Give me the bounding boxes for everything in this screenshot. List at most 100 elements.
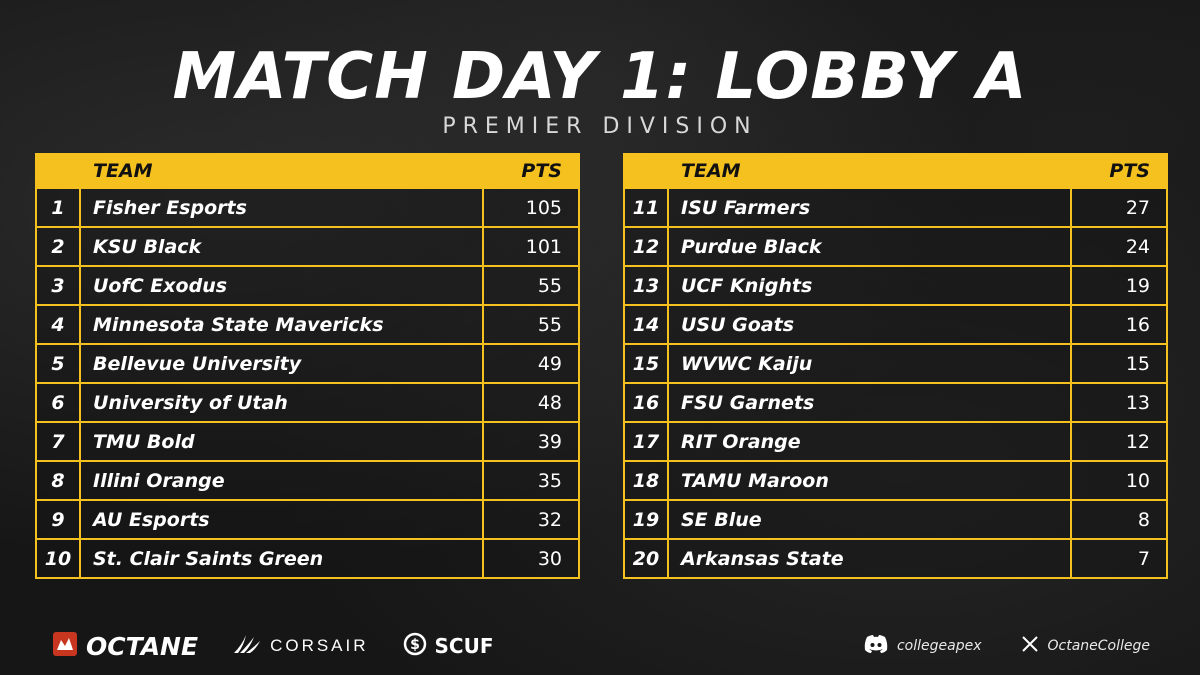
discord-icon: [863, 634, 889, 658]
svg-text:$: $: [410, 637, 420, 653]
pts-cell: 35: [482, 460, 580, 501]
pts-cell: 32: [482, 499, 580, 540]
table-row: 5 Bellevue University 49: [35, 343, 580, 384]
team-cell: FSU Garnets: [667, 382, 1072, 423]
rank-cell: 20: [623, 538, 669, 579]
scuf-dollar-icon: $: [403, 632, 427, 660]
octane-logo-icon: [52, 631, 78, 661]
team-cell: University of Utah: [79, 382, 484, 423]
table-row: 19 SE Blue 8: [623, 499, 1168, 540]
rank-cell: 16: [623, 382, 669, 423]
pts-cell: 16: [1070, 304, 1168, 345]
pts-cell: 55: [482, 304, 580, 345]
corsair-wordmark: CORSAIR: [270, 636, 369, 655]
team-cell: Purdue Black: [667, 226, 1072, 267]
pts-cell: 49: [482, 343, 580, 384]
table-row: 4 Minnesota State Mavericks 55: [35, 304, 580, 345]
rank-cell: 10: [35, 538, 81, 579]
team-cell: Illini Orange: [79, 460, 484, 501]
table-body: 1 Fisher Esports 105 2 KSU Black 101 3 UofC Exo…: [35, 187, 580, 579]
table-row: 16 FSU Garnets 13: [623, 382, 1168, 423]
pts-cell: 15: [1070, 343, 1168, 384]
team-cell: TAMU Maroon: [667, 460, 1072, 501]
table-row: 10 St. Clair Saints Green 30: [35, 538, 580, 579]
x-handle-text: OctaneCollege: [1047, 638, 1150, 654]
table-row: 18 TAMU Maroon 10: [623, 460, 1168, 501]
table-row: 15 WVWC Kaiju 15: [623, 343, 1168, 384]
pts-cell: 7: [1070, 538, 1168, 579]
team-cell: USU Goats: [667, 304, 1072, 345]
rank-header: [35, 153, 81, 189]
octane-logo: OCTANE: [52, 631, 198, 661]
octane-wordmark: OCTANE: [86, 631, 199, 661]
discord-handle-text: collegeapex: [896, 638, 982, 654]
rank-cell: 9: [35, 499, 81, 540]
table-header-row: TEAM PTS: [623, 153, 1168, 189]
table-row: 20 Arkansas State 7: [623, 538, 1168, 579]
rank-cell: 15: [623, 343, 669, 384]
rank-header: [623, 153, 669, 189]
social-bar: collegeapex OctaneCollege: [863, 628, 1150, 664]
rank-cell: 8: [35, 460, 81, 501]
pts-cell: 101: [482, 226, 580, 267]
table-row: 1 Fisher Esports 105: [35, 187, 580, 228]
pts-cell: 8: [1070, 499, 1168, 540]
team-cell: KSU Black: [79, 226, 484, 267]
pts-cell: 10: [1070, 460, 1168, 501]
team-cell: Arkansas State: [667, 538, 1072, 579]
team-cell: ISU Farmers: [667, 187, 1072, 228]
table-row: 11 ISU Farmers 27: [623, 187, 1168, 228]
team-cell: WVWC Kaiju: [667, 343, 1072, 384]
standings-table-right: TEAM PTS 11 ISU Farmers 27 12 Purdue Black 24…: [623, 153, 1168, 579]
pts-cell: 24: [1070, 226, 1168, 267]
table-row: 9 AU Esports 32: [35, 499, 580, 540]
table-row: 17 RIT Orange 12: [623, 421, 1168, 462]
x-handle[interactable]: OctaneCollege: [1021, 635, 1150, 657]
rank-cell: 14: [623, 304, 669, 345]
rank-cell: 2: [35, 226, 81, 267]
team-cell: UofC Exodus: [79, 265, 484, 306]
team-cell: St. Clair Saints Green: [79, 538, 484, 579]
team-cell: Bellevue University: [79, 343, 484, 384]
rank-cell: 6: [35, 382, 81, 423]
pts-cell: 13: [1070, 382, 1168, 423]
rank-cell: 11: [623, 187, 669, 228]
pts-header: PTS: [1070, 153, 1168, 189]
table-row: 3 UofC Exodus 55: [35, 265, 580, 306]
rank-cell: 13: [623, 265, 669, 306]
table-row: 6 University of Utah 48: [35, 382, 580, 423]
sponsor-bar: OCTANE CORSAIR $ SCUF: [52, 628, 494, 664]
pts-cell: 27: [1070, 187, 1168, 228]
pts-cell: 105: [482, 187, 580, 228]
rank-cell: 19: [623, 499, 669, 540]
team-cell: SE Blue: [667, 499, 1072, 540]
table-row: 13 UCF Knights 19: [623, 265, 1168, 306]
page-title: MATCH DAY 1: LOBBY A: [172, 40, 1028, 114]
pts-cell: 12: [1070, 421, 1168, 462]
team-cell: Minnesota State Mavericks: [79, 304, 484, 345]
corsair-logo: CORSAIR: [232, 633, 368, 659]
pts-header: PTS: [482, 153, 580, 189]
team-header: TEAM: [667, 153, 1072, 189]
pts-cell: 30: [482, 538, 580, 579]
table-row: 12 Purdue Black 24: [623, 226, 1168, 267]
pts-cell: 48: [482, 382, 580, 423]
rank-cell: 12: [623, 226, 669, 267]
rank-cell: 17: [623, 421, 669, 462]
table-header-row: TEAM PTS: [35, 153, 580, 189]
pts-cell: 39: [482, 421, 580, 462]
rank-cell: 7: [35, 421, 81, 462]
team-cell: RIT Orange: [667, 421, 1072, 462]
standings-table-left: TEAM PTS 1 Fisher Esports 105 2 KSU Black 101…: [35, 153, 580, 579]
pts-cell: 55: [482, 265, 580, 306]
team-header: TEAM: [79, 153, 484, 189]
team-cell: AU Esports: [79, 499, 484, 540]
scuf-wordmark: SCUF: [434, 634, 494, 658]
table-row: 14 USU Goats 16: [623, 304, 1168, 345]
table-row: 7 TMU Bold 39: [35, 421, 580, 462]
rank-cell: 5: [35, 343, 81, 384]
corsair-sails-icon: [232, 633, 262, 659]
discord-handle[interactable]: collegeapex: [863, 634, 982, 658]
pts-cell: 19: [1070, 265, 1168, 306]
table-row: 2 KSU Black 101: [35, 226, 580, 267]
